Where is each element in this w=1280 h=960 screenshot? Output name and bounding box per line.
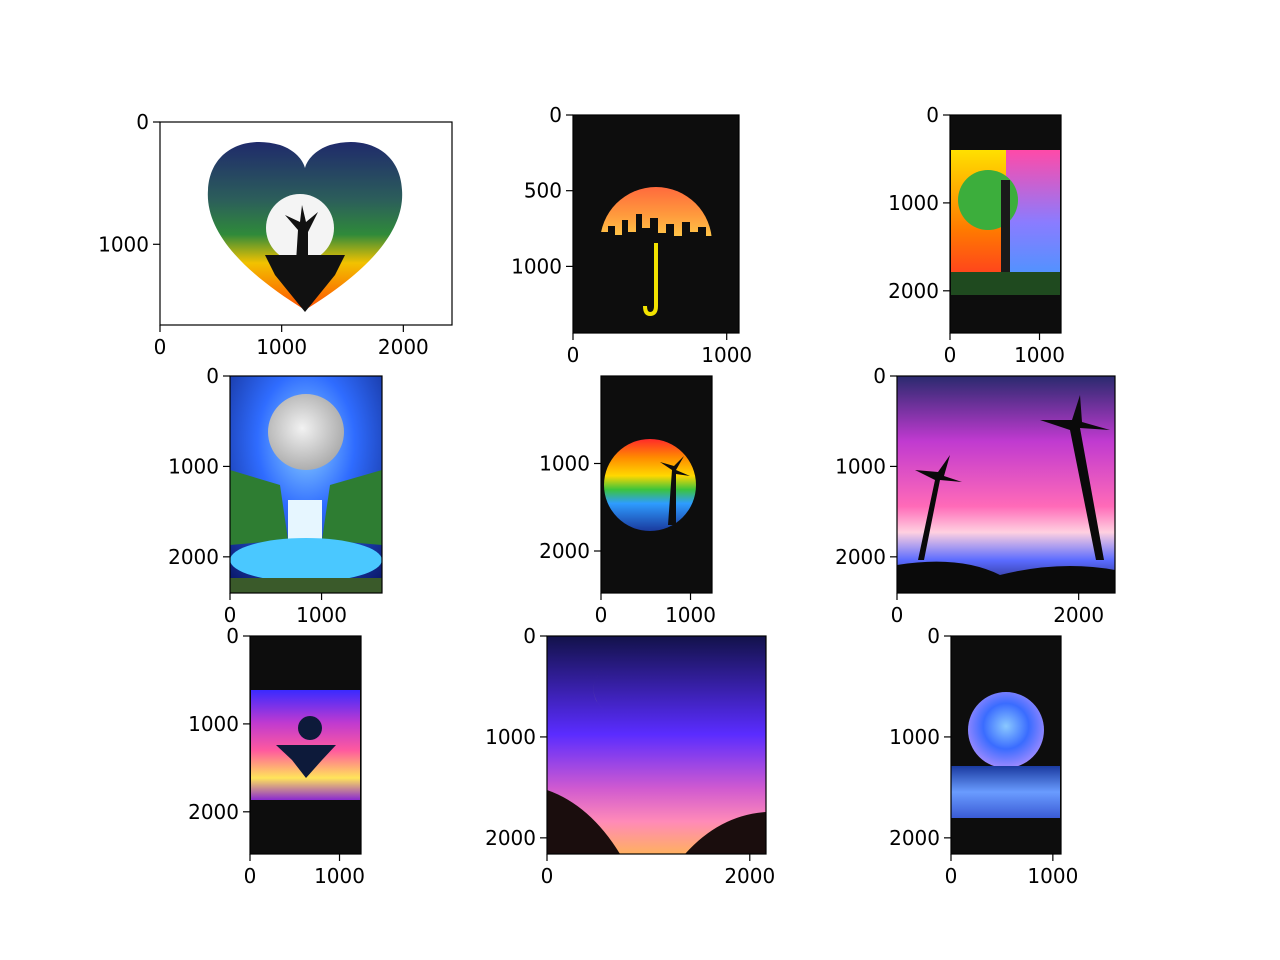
subplot-4-image-moon: [268, 394, 344, 470]
subplot-2-xtick-label: 1000: [701, 343, 752, 367]
subplot-9-axes: 0 1000 0 1000 2000: [889, 624, 1078, 888]
subplot-1-xtick-label: 2000: [378, 335, 429, 359]
subplot-3-ytick-label: 2000: [888, 279, 939, 303]
subplot-8-ytick-label: 2000: [485, 826, 536, 850]
subplot-5-xtick-label: 1000: [665, 603, 716, 627]
subplot-5-image-rainbow-circle: [604, 439, 696, 531]
subplot-9-frame: [950, 635, 1062, 855]
subplot-1-xtick-label: 1000: [256, 335, 307, 359]
subplot-6-ytick-label: 1000: [835, 454, 886, 478]
subplot-2-ytick-label: 500: [524, 179, 562, 203]
subplot-8-ytick-label: 0: [523, 624, 536, 648]
subplot-7-image-island-tree: [298, 716, 322, 740]
subplot-1-xtick-label: 0: [154, 335, 167, 359]
subplot-4-image-right-cliff: [322, 470, 382, 545]
subplot-8: [547, 636, 766, 854]
subplot-8-image-right-hill: [685, 812, 766, 854]
subplot-7-frame: [249, 635, 362, 855]
subplot-7-xtick-label: 0: [244, 864, 257, 888]
subplot-1: [160, 122, 452, 325]
subplot-6-ytick-label: 2000: [835, 545, 886, 569]
subplot-6-image-right-palm: [1040, 395, 1110, 560]
subplot-9: [951, 636, 1061, 854]
subplot-2-image-umbrella-handle: [643, 243, 658, 317]
subplot-3-image-ground: [951, 272, 1060, 295]
subplot-3-ytick-label: 1000: [888, 191, 939, 215]
subplot-4: [230, 376, 382, 593]
subplot-5-ytick-label: 1000: [539, 452, 590, 476]
subplot-1-ytick-label: 1000: [98, 232, 149, 256]
subplot-4-xtick-label: 1000: [296, 603, 347, 627]
subplot-5-ytick-label: 2000: [539, 539, 590, 563]
subplot-3-ytick-label: 0: [926, 103, 939, 127]
subplot-2-frame: [572, 114, 740, 334]
subplot-1-image-floating-island: [265, 255, 345, 312]
subplot-6: [897, 376, 1115, 593]
subplot-4-xtick-label: 0: [224, 603, 237, 627]
subplot-4-ytick-label: 0: [206, 364, 219, 388]
subplot-2-ytick-label: 0: [549, 103, 562, 127]
subplot-7-axes: 0 1000 0 1000 2000: [188, 624, 365, 888]
subplot-2: [573, 115, 739, 333]
subplot-7: [250, 636, 361, 854]
subplot-1-ytick-label: 0: [136, 110, 149, 134]
subplot-6-xtick-label: 2000: [1053, 603, 1104, 627]
subplot-3-axes: 0 1000 0 1000 2000: [888, 103, 1065, 367]
subplot-5-axes: 0 1000 1000 2000: [539, 375, 716, 627]
subplot-2-xtick-label: 0: [567, 343, 580, 367]
subplot-3: [950, 115, 1061, 333]
subplot-9-xtick-label: 1000: [1027, 864, 1078, 888]
subplot-8-image-left-hill: [547, 790, 620, 854]
subplot-1-image-tree: [285, 205, 318, 262]
subplot-7-xtick-label: 1000: [314, 864, 365, 888]
subplot-5-image-palm-trees: [660, 456, 690, 525]
subplot-4-axes: 0 1000 0 1000 2000: [168, 364, 383, 627]
subplot-6-xtick-label: 0: [891, 603, 904, 627]
subplot-8-ytick-label: 1000: [485, 725, 536, 749]
subplot-5: [601, 376, 712, 593]
subplot-4-image-waterfall: [288, 500, 322, 540]
subplot-7-ytick-label: 2000: [188, 800, 239, 824]
subplot-6-axes: 0 2000 0 1000 2000: [835, 364, 1116, 627]
subplot-2-image-city-skyline: [600, 214, 712, 243]
subplot-9-ytick-label: 0: [927, 624, 940, 648]
subplot-3-xtick-label: 1000: [1014, 343, 1065, 367]
subplot-6-image-shore: [897, 561, 1115, 593]
subplot-3-xtick-label: 0: [944, 343, 957, 367]
subplot-2-ytick-label: 1000: [511, 254, 562, 278]
subplot-8-xtick-label: 0: [541, 864, 554, 888]
subplot-4-ytick-label: 2000: [168, 545, 219, 569]
subplot-4-image-ground: [230, 578, 382, 593]
subplot-6-frame: [896, 375, 1116, 594]
subplot-8-frame: [546, 635, 767, 855]
subplot-6-ytick-label: 0: [873, 364, 886, 388]
subplot-4-image-lake: [230, 538, 382, 582]
subplot-9-image-water: [951, 766, 1060, 818]
subplot-9-xtick-label: 0: [945, 864, 958, 888]
subplot-5-frame: [600, 375, 713, 594]
subplot-7-ytick-label: 0: [226, 624, 239, 648]
subplot-3-frame: [949, 114, 1062, 334]
subplot-7-ytick-label: 1000: [188, 712, 239, 736]
subplot-4-ytick-label: 1000: [168, 454, 219, 478]
subplot-7-image-floating-island: [276, 745, 336, 778]
subplot-5-xtick-label: 0: [595, 603, 608, 627]
subplot-4-frame: [229, 375, 383, 594]
subplot-4-image-left-cliff: [230, 470, 288, 545]
subplot-3-image-tree-trunk: [1001, 180, 1010, 272]
subplot-9-ytick-label: 1000: [889, 725, 940, 749]
subplot-3-image-winter-half: [1006, 150, 1060, 295]
subplot-9-ytick-label: 2000: [889, 826, 940, 850]
subplot-2-axes: 0 1000 0 500 1000: [511, 103, 752, 367]
subplot-9-image-planet: [968, 692, 1044, 768]
subplot-1-frame: [159, 121, 453, 326]
subplot-6-image-left-palm: [915, 455, 962, 560]
subplot-1-axes: 0 1000 2000 0 1000: [98, 110, 453, 359]
subplot-8-xtick-label: 2000: [724, 864, 775, 888]
